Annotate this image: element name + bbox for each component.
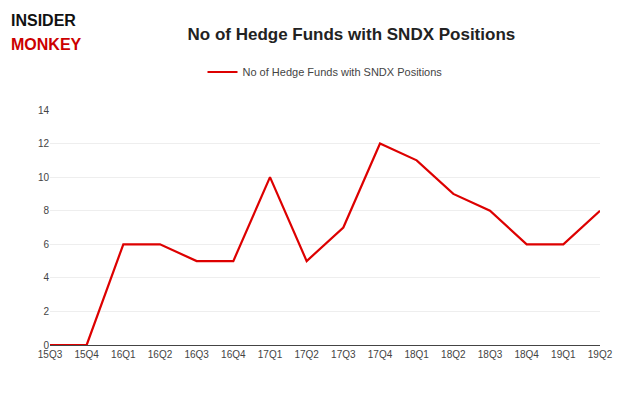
svg-text:17Q1: 17Q1 xyxy=(258,349,283,360)
svg-text:18Q4: 18Q4 xyxy=(514,349,539,360)
svg-text:14: 14 xyxy=(38,105,50,116)
svg-text:MONKEY: MONKEY xyxy=(11,36,82,53)
svg-text:0: 0 xyxy=(43,340,49,351)
svg-text:8: 8 xyxy=(43,205,49,216)
svg-text:19Q2: 19Q2 xyxy=(588,349,613,360)
svg-text:15Q4: 15Q4 xyxy=(74,349,99,360)
svg-text:No of Hedge Funds with SNDX Po: No of Hedge Funds with SNDX Positions xyxy=(188,25,516,44)
svg-text:4: 4 xyxy=(43,272,49,283)
svg-text:2: 2 xyxy=(43,306,49,317)
svg-text:18Q3: 18Q3 xyxy=(478,349,503,360)
svg-text:16Q2: 16Q2 xyxy=(148,349,173,360)
svg-text:16Q4: 16Q4 xyxy=(221,349,246,360)
svg-text:12: 12 xyxy=(38,138,50,149)
svg-text:18Q2: 18Q2 xyxy=(441,349,466,360)
svg-text:18Q1: 18Q1 xyxy=(404,349,429,360)
svg-text:17Q2: 17Q2 xyxy=(294,349,319,360)
svg-text:No of Hedge Funds with SNDX Po: No of Hedge Funds with SNDX Positions xyxy=(243,66,443,78)
svg-text:10: 10 xyxy=(38,172,50,183)
svg-text:19Q1: 19Q1 xyxy=(551,349,576,360)
svg-text:16Q1: 16Q1 xyxy=(111,349,136,360)
svg-text:INSIDER: INSIDER xyxy=(11,12,76,29)
svg-text:15Q3: 15Q3 xyxy=(38,349,63,360)
svg-text:17Q3: 17Q3 xyxy=(331,349,356,360)
svg-text:6: 6 xyxy=(43,239,49,250)
svg-text:16Q3: 16Q3 xyxy=(184,349,209,360)
svg-text:17Q4: 17Q4 xyxy=(368,349,393,360)
